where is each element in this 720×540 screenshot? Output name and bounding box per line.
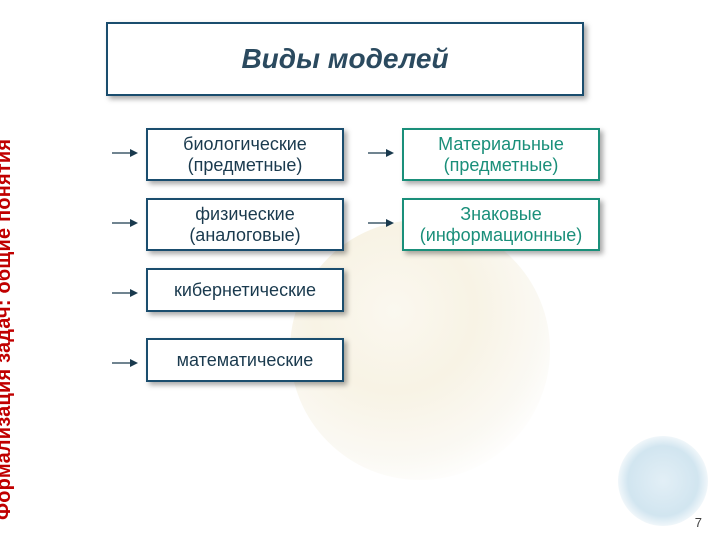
page-number: 7 [695, 515, 702, 530]
arrow-left-2 [112, 288, 138, 298]
left-item-1: физические (аналоговые) [146, 198, 344, 251]
background-emblem [618, 436, 708, 526]
sidebar-title: Формализация задач: общие понятия [0, 139, 16, 520]
right-item-1-label: Знаковые (информационные) [410, 204, 592, 245]
left-item-2-label: кибернетические [174, 280, 316, 301]
title-text: Виды моделей [241, 43, 448, 75]
arrow-right-1 [368, 218, 394, 228]
left-item-3: математические [146, 338, 344, 382]
left-item-2: кибернетические [146, 268, 344, 312]
arrow-left-0 [112, 148, 138, 158]
left-item-0-label: биологические (предметные) [154, 134, 336, 175]
sidebar-title-text: Формализация задач: общие понятия [0, 139, 15, 520]
arrow-left-3 [112, 358, 138, 368]
right-item-0: Материальные (предметные) [402, 128, 600, 181]
left-item-1-label: физические (аналоговые) [154, 204, 336, 245]
arrow-left-1 [112, 218, 138, 228]
right-item-0-label: Материальные (предметные) [410, 134, 592, 175]
page-number-text: 7 [695, 515, 702, 530]
right-item-1: Знаковые (информационные) [402, 198, 600, 251]
left-item-0: биологические (предметные) [146, 128, 344, 181]
left-item-3-label: математические [177, 350, 314, 371]
title-box: Виды моделей [106, 22, 584, 96]
arrow-right-0 [368, 148, 394, 158]
